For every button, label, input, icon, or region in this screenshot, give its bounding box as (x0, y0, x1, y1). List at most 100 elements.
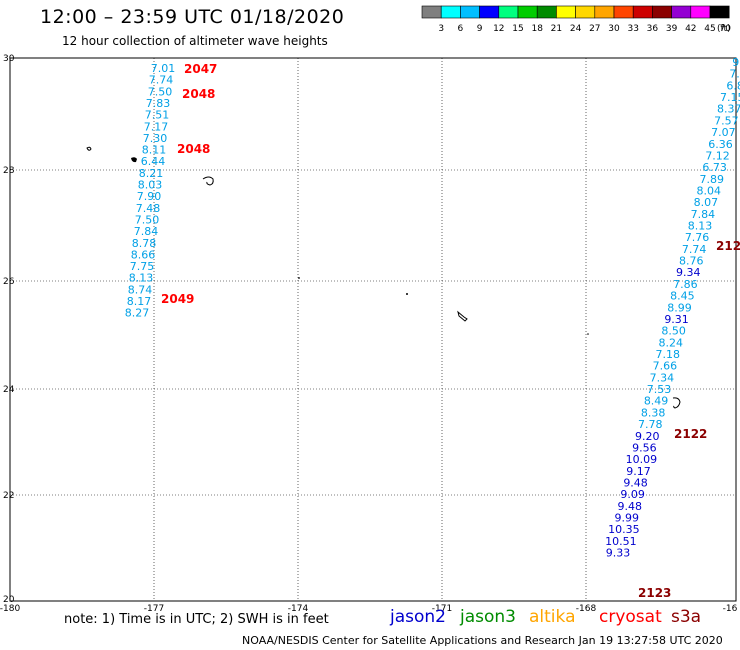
wave-height-value: 7.57 (714, 114, 739, 127)
y-tick-label: 30 (3, 54, 15, 64)
legend-swatch (690, 5, 711, 19)
legend-swatch (594, 5, 615, 19)
legend-swatch (671, 5, 692, 19)
wave-height-value: 8.21 (139, 167, 164, 180)
legend-tick: 45 (704, 24, 715, 34)
legend-tick: 12 (493, 24, 504, 34)
wave-height-value: 9.34 (676, 266, 701, 279)
wave-height-value: 8.50 (661, 325, 686, 338)
wave-height-value: 8.76 (679, 255, 704, 268)
legend-tick: 39 (666, 24, 678, 34)
legend-tick: 21 (551, 24, 562, 34)
wave-height-value: 8.27 (125, 307, 150, 320)
wave-height-value: 8.24 (658, 336, 683, 349)
wave-height-value: 7.30 (143, 132, 168, 145)
wave-height-value: 9.33 (606, 547, 631, 560)
wave-height-value: 7.53 (647, 383, 672, 396)
wave-height-value: 8.45 (670, 290, 695, 303)
legend-tick: 30 (608, 24, 620, 34)
wave-height-value: 7.66 (653, 360, 678, 373)
wave-height-value: 9.99 (615, 512, 640, 525)
wave-height-value: 7.86 (673, 278, 698, 291)
wave-height-value: 9.48 (623, 476, 648, 489)
wave-height-value: 7.84 (134, 225, 159, 238)
pass-time-label: 2049 (161, 292, 194, 306)
track-west-values: 7.017.747.507.837.517.177.308.116.448.21… (125, 62, 176, 320)
wave-height-value: 8.49 (644, 395, 669, 408)
legend-tick: 33 (627, 24, 638, 34)
wave-height-value: 10.35 (608, 523, 640, 536)
wave-height-value: 10.09 (626, 453, 658, 466)
wave-height-value: 7.51 (145, 109, 170, 122)
y-tick-label: 28 (3, 166, 15, 176)
x-tick-label: -168 (576, 604, 597, 614)
satellite-cryosat: cryosat (599, 607, 662, 627)
track-east-values: 9.67.26.87.158.377.577.076.367.126.737.8… (605, 56, 740, 560)
wave-height-value: 8.07 (694, 196, 719, 209)
legend-swatch (652, 5, 672, 19)
track-east-times: 212 2122 2123 (638, 239, 740, 600)
wave-height-value: 8.99 (667, 301, 692, 314)
map-frame (9, 57, 737, 602)
wave-height-value: 7.48 (136, 202, 161, 215)
pass-time-label: 212 (716, 239, 740, 253)
axis-labels: -180 -177 -174 -171 -168 -16 30 28 26 24 22 20 (0, 54, 738, 614)
y-tick-label: 24 (3, 385, 15, 395)
wave-height-value: 7.15 (720, 91, 740, 104)
legend-tick: 27 (589, 24, 600, 34)
wave-height-value: 9.09 (620, 488, 645, 501)
wave-height-value: 6.8 (726, 79, 740, 92)
wave-height-value: 7.84 (691, 208, 716, 221)
wave-height-value: 7.17 (144, 120, 169, 133)
wave-height-value: 7.78 (638, 418, 663, 431)
wave-height-value: 8.03 (138, 179, 163, 192)
legend-tick: 42 (685, 24, 696, 34)
wave-height-value: 8.38 (641, 406, 666, 419)
page-subtitle: 12 hour collection of altimeter wave hei… (62, 34, 328, 48)
pass-time-label: 2123 (638, 586, 671, 600)
lat-lon-grid (10, 58, 736, 601)
wave-height-value: 6.73 (702, 161, 727, 174)
wave-height-value: 8.37 (717, 103, 740, 116)
wave-height-value: 9.6 (732, 56, 740, 69)
wave-height-value: 7.74 (149, 74, 174, 87)
legend-tick: 3 (438, 24, 444, 34)
x-tick-label: -180 (0, 604, 20, 614)
wave-height-value: 7.34 (650, 371, 675, 384)
x-tick-label: -177 (144, 604, 164, 614)
y-tick-label: 22 (3, 491, 14, 501)
wave-height-value: 8.13 (688, 220, 713, 233)
wave-height-value: 9.20 (635, 430, 660, 443)
legend-swatch (536, 5, 557, 19)
wave-height-value: 8.74 (128, 283, 153, 296)
y-tick-label: 26 (3, 277, 15, 287)
wave-height-value: 7.83 (146, 97, 171, 110)
page-title: 12:00 – 23:59 UTC 01/18/2020 (40, 6, 345, 28)
legend-tick: 36 (647, 24, 659, 34)
wave-height-value: 10.51 (605, 535, 637, 548)
wave-height-value: 6.44 (141, 155, 166, 168)
color-legend: 3 6 9 12 15 18 21 24 27 30 33 36 39 42 45 70(ft) (421, 5, 731, 34)
footer-credit: NOAA/NESDIS Center for Satellite Applica… (242, 634, 723, 647)
satellite-altika: altika (529, 607, 576, 627)
legend-swatch (498, 5, 519, 19)
satellite-s3a: s3a (671, 607, 702, 627)
track-west-times: 2047 2048 2048 2049 (161, 62, 217, 306)
wave-height-value: 7.18 (656, 348, 681, 361)
wave-height-value: 9.31 (664, 313, 689, 326)
legend-tick: 6 (458, 24, 464, 34)
x-tick-label: -171 (432, 604, 452, 614)
pass-time-label: 2047 (184, 62, 217, 76)
wave-height-value: 7.50 (135, 213, 160, 226)
pass-time-label: 2048 (177, 142, 210, 156)
wave-height-value: 8.13 (129, 272, 154, 285)
legend-tick: 24 (570, 24, 582, 34)
wave-height-value: 8.66 (131, 248, 156, 261)
legend-tick: 9 (477, 24, 483, 34)
wave-height-value: 7.76 (685, 231, 710, 244)
x-tick-label: -16 (723, 604, 738, 614)
wave-height-value: 7.50 (148, 85, 173, 98)
wave-height-value: 9.48 (617, 500, 642, 513)
pass-time-label: 2122 (674, 427, 707, 441)
